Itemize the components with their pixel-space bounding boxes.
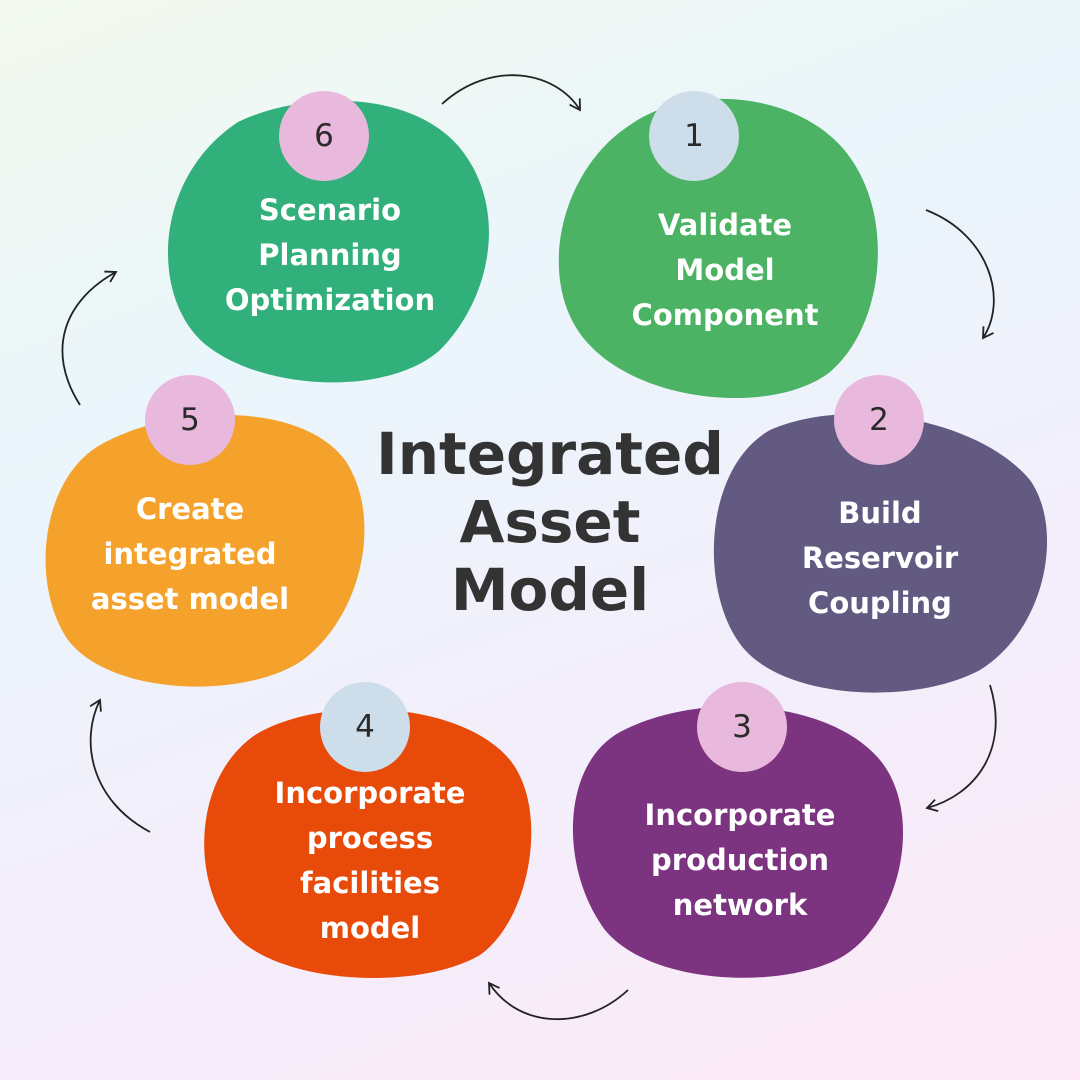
step-blob-4	[204, 709, 532, 978]
arrow-1-to-2	[925, 209, 995, 340]
arrow-2-to-3	[925, 684, 997, 813]
diagram-title: Integrated Asset Model	[376, 420, 724, 624]
arrow-5-to-6	[61, 270, 118, 406]
step-number-1: 1	[684, 118, 704, 154]
step-number-6: 6	[314, 118, 334, 154]
step-badge-4: 4	[320, 682, 410, 772]
step-blob-2	[713, 414, 1048, 693]
step-label-5: Create integrated asset model	[90, 491, 290, 616]
step-blob-6	[168, 100, 489, 383]
step-number-4: 4	[355, 709, 375, 745]
step-blob-1	[558, 98, 878, 399]
step-number-5: 5	[180, 402, 200, 438]
arrow-6-to-1	[441, 74, 581, 112]
step-label-2: Build Reservoir Coupling	[801, 495, 959, 620]
step-blob-5	[45, 414, 365, 687]
arrow-4-to-5	[89, 698, 151, 833]
step-label-4: Incorporate process facilities model	[274, 775, 466, 945]
step-number-3: 3	[732, 709, 752, 745]
step-blob-3	[572, 706, 904, 978]
step-label-3: Incorporate production network	[644, 797, 836, 922]
step-label-6: Scenario Planning Optimization	[224, 192, 436, 317]
step-badge-1: 1	[649, 91, 739, 181]
arrow-3-to-4	[488, 981, 629, 1021]
step-number-2: 2	[869, 402, 889, 438]
step-badge-2: 2	[834, 375, 924, 465]
step-label-1: Validate Model Component	[631, 207, 819, 332]
step-badge-5: 5	[145, 375, 235, 465]
step-badge-6: 6	[279, 91, 369, 181]
step-badge-3: 3	[697, 682, 787, 772]
